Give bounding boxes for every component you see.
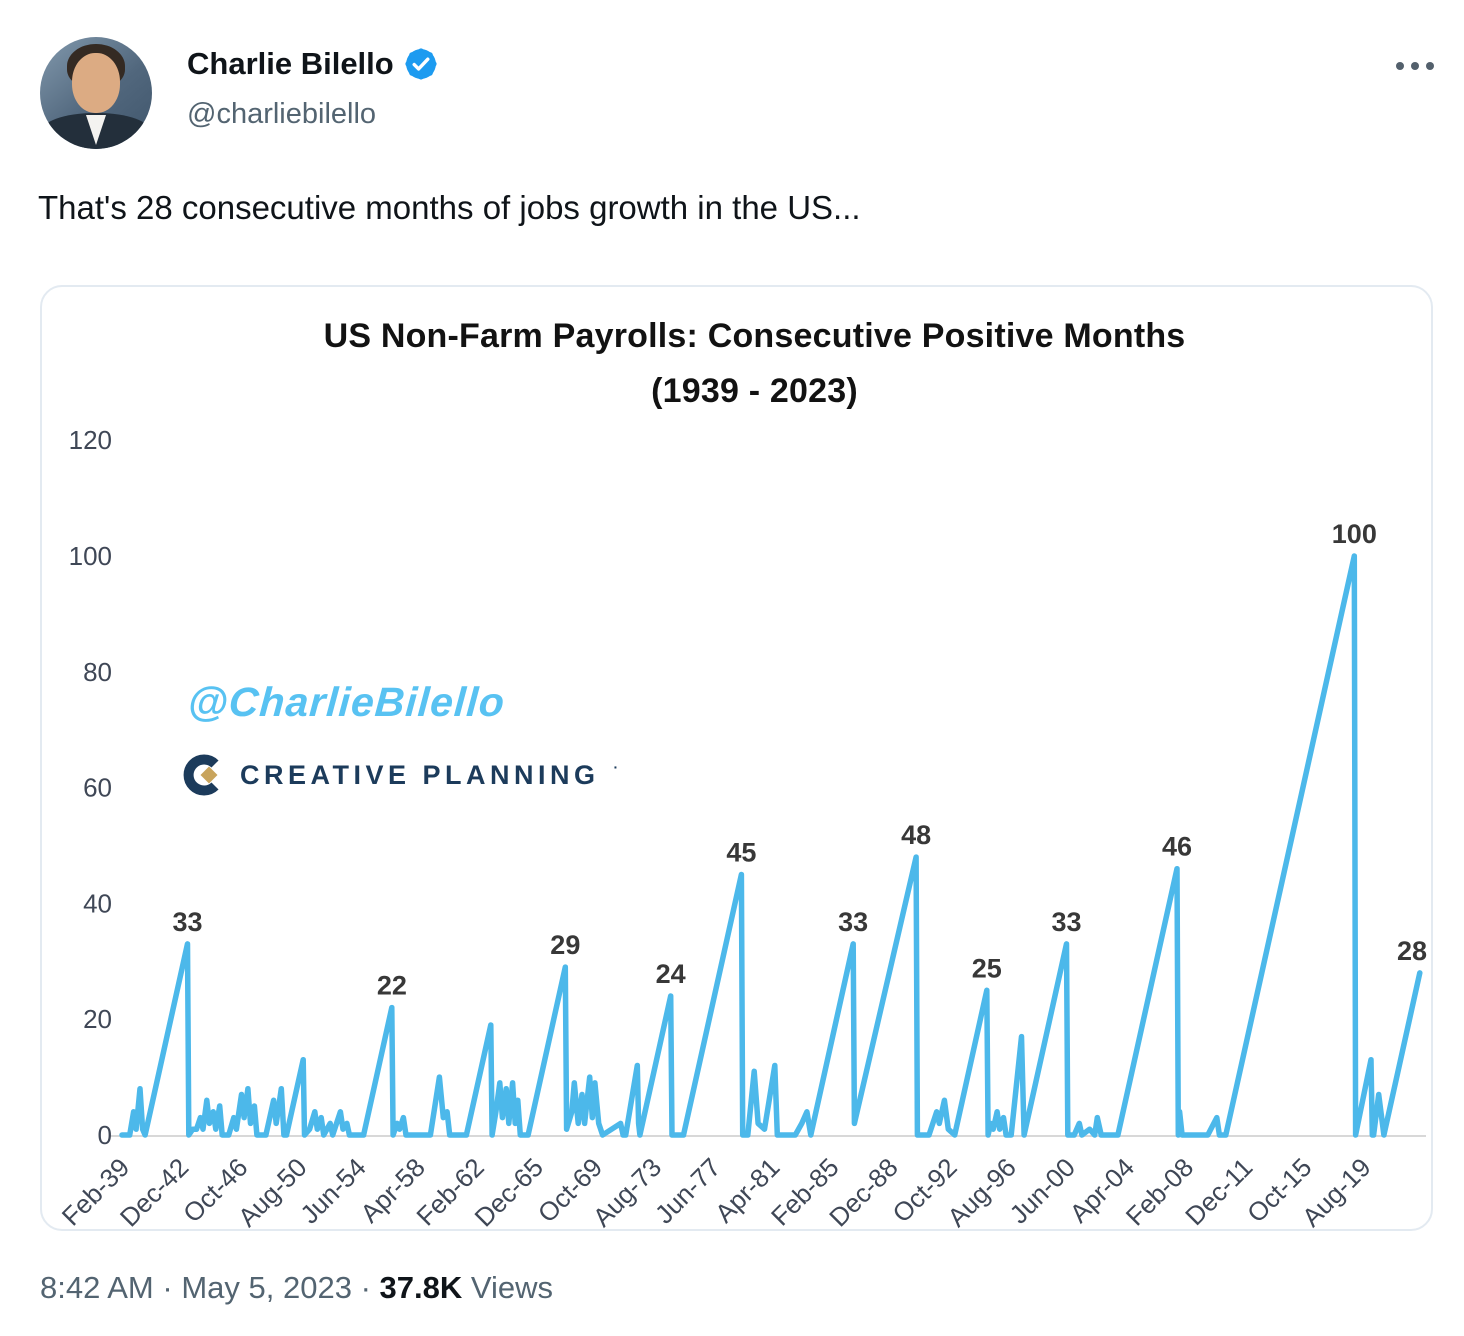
y-axis-tick-label: 40 [83, 888, 112, 918]
verified-badge-icon [405, 48, 437, 80]
x-axis-tick-label: Jun-00 [1004, 1152, 1081, 1229]
peak-value-label: 33 [173, 907, 203, 937]
more-menu-icon[interactable] [1396, 62, 1434, 70]
chart-card[interactable]: 0 20 40 60 80 100 120 Feb-39 Dec-42 Oct-46 Aug-50 J… [40, 285, 1433, 1231]
payrolls-chart: 020406080100120Feb-39Dec-42Oct-46Aug-50J… [56, 425, 1427, 1229]
y-axis-tick-label: 20 [83, 1004, 112, 1034]
peak-value-label: 100 [1332, 519, 1377, 549]
tweet-footer: 8:42 AM · May 5, 2023 · 37.8K Views [40, 1270, 553, 1306]
chart-title-line1: US Non-Farm Payrolls: Consecutive Positi… [323, 317, 1186, 355]
peak-value-label: 33 [838, 907, 868, 937]
separator-2: · [360, 1270, 371, 1305]
tweet-text: That's 28 consecutive months of jobs gro… [38, 189, 861, 226]
y-axis-tick-label: 60 [83, 773, 112, 803]
payrolls-line [119, 553, 1423, 1138]
x-axis-tick-label: Dec-42 [114, 1152, 194, 1229]
x-axis-tick-label: Aug-19 [1296, 1152, 1376, 1229]
peak-value-label: 28 [1397, 936, 1427, 966]
peak-value-label: 22 [377, 971, 407, 1001]
separator-1: · [162, 1270, 173, 1305]
peak-value-label: 24 [656, 959, 686, 989]
views-label: Views [470, 1270, 554, 1305]
watermark-handle: @CharlieBilello [186, 679, 507, 725]
creative-planning-logo-icon [183, 754, 219, 796]
y-axis-tick-label: 0 [98, 1120, 112, 1150]
x-axis-tick-label: Jun-77 [649, 1152, 726, 1229]
x-axis-tick-label: Aug-50 [232, 1152, 312, 1229]
peak-value-label: 46 [1162, 832, 1192, 862]
x-axis-tick-label: Dec-88 [823, 1152, 903, 1229]
peak-value-label: 33 [1051, 907, 1081, 937]
watermark-brand: CREATIVE PLANNING · [182, 753, 618, 797]
author-row[interactable]: Charlie Bilello [187, 46, 438, 82]
x-axis-tick-label: Dec-11 [1179, 1152, 1258, 1229]
author-handle[interactable]: @charliebilello [187, 98, 377, 130]
peak-value-label: 25 [972, 953, 1002, 983]
peak-value-label: 29 [550, 930, 580, 960]
timestamp[interactable]: 8:42 AM [40, 1270, 154, 1305]
y-axis-tick-label: 100 [69, 541, 112, 571]
avatar-face [72, 53, 120, 113]
date[interactable]: May 5, 2023 [181, 1270, 352, 1305]
watermark-brand-trademark: · [613, 759, 619, 775]
chart-title: US Non-Farm Payrolls: Consecutive Positi… [78, 309, 1431, 419]
watermark-brand-text: CREATIVE PLANNING [240, 759, 600, 790]
y-axis-tick-label: 120 [69, 425, 112, 455]
peak-value-label: 45 [726, 837, 756, 867]
views-count: 37.8K [379, 1270, 463, 1305]
author-name[interactable]: Charlie Bilello [187, 46, 394, 81]
avatar[interactable] [40, 37, 152, 149]
x-axis-tick-label: Aug-96 [941, 1152, 1021, 1229]
x-axis-tick-label: Aug-73 [587, 1152, 667, 1229]
peak-value-label: 48 [901, 820, 931, 850]
y-axis-tick-label: 80 [83, 657, 112, 687]
x-axis-tick-label: Dec-65 [469, 1152, 549, 1229]
x-axis-tick-label: Jun-54 [294, 1152, 371, 1229]
chart-title-line2: (1939 - 2023) [651, 372, 858, 410]
